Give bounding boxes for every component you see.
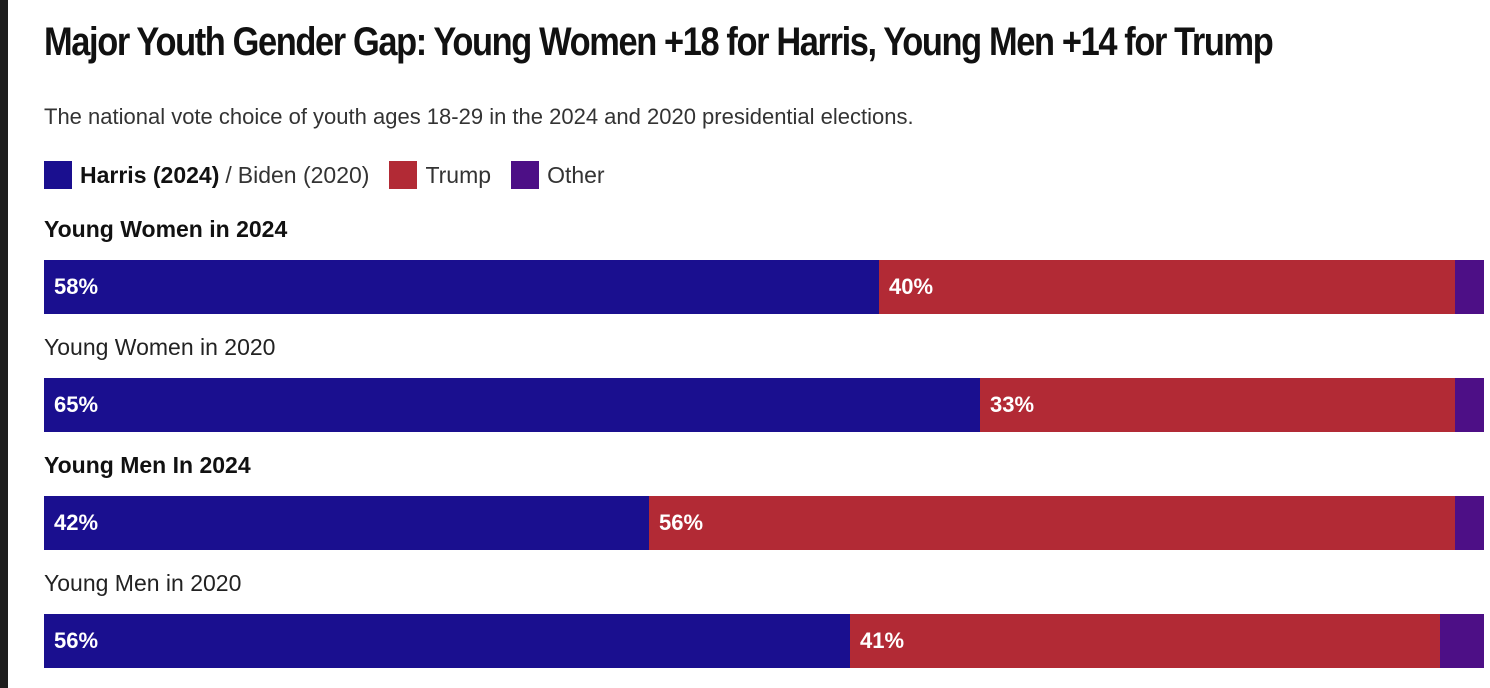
- chart-subtitle: The national vote choice of youth ages 1…: [44, 104, 914, 129]
- legend-label-harris: Harris (2024): [80, 161, 220, 188]
- category-label: Young Women in 2024: [44, 216, 288, 242]
- bar-segment-other: [1455, 496, 1484, 550]
- legend-swatch-harris-biden: [44, 161, 72, 189]
- legend-separator: /: [225, 161, 232, 188]
- chart-legend: Harris (2024) / Biden (2020) Trump Other: [44, 160, 625, 190]
- legend-label-other: Other: [547, 161, 605, 188]
- legend-swatch-other: [511, 161, 540, 189]
- stacked-bar: 58% 40%: [44, 260, 1484, 314]
- category-label: Young Men In 2024: [44, 452, 251, 478]
- bar-segment-other: [1440, 614, 1484, 668]
- legend-item-trump: Trump: [389, 161, 491, 189]
- data-label: 56%: [659, 510, 704, 535]
- bar-segment-other: [1455, 378, 1484, 432]
- legend-label-biden: Biden (2020): [237, 161, 370, 188]
- data-label: 41%: [860, 628, 905, 653]
- bar-segment-harris-biden: 56%: [44, 614, 850, 668]
- legend-item-other: Other: [511, 161, 605, 189]
- bar-segment-harris-biden: 58%: [44, 260, 879, 314]
- chart-title: Major Youth Gender Gap: Young Women +18 …: [44, 20, 1274, 64]
- stacked-bar: 65% 33%: [44, 378, 1484, 432]
- data-label: 65%: [54, 392, 99, 417]
- bar-segment-harris-biden: 42%: [44, 496, 649, 550]
- legend-swatch-trump: [389, 161, 418, 189]
- bar-segment-trump: 40%: [879, 260, 1455, 314]
- data-label: 42%: [54, 510, 99, 535]
- bar-segment-trump: 56%: [649, 496, 1455, 550]
- stacked-bar: 56% 41%: [44, 614, 1484, 668]
- bar-segment-trump: 33%: [980, 378, 1455, 432]
- bar-segment-harris-biden: 65%: [44, 378, 980, 432]
- stacked-bar: 42% 56%: [44, 496, 1484, 550]
- data-label: 40%: [889, 274, 934, 299]
- bar-segment-trump: 41%: [850, 614, 1440, 668]
- legend-label-trump: Trump: [425, 161, 492, 188]
- data-label: 56%: [54, 628, 99, 653]
- category-label: Young Women in 2020: [44, 334, 276, 360]
- data-label: 58%: [54, 274, 99, 299]
- legend-item-harris-biden: Harris (2024) / Biden (2020): [44, 161, 369, 189]
- data-label: 33%: [990, 392, 1035, 417]
- bar-segment-other: [1455, 260, 1484, 314]
- category-label: Young Men in 2020: [44, 570, 242, 596]
